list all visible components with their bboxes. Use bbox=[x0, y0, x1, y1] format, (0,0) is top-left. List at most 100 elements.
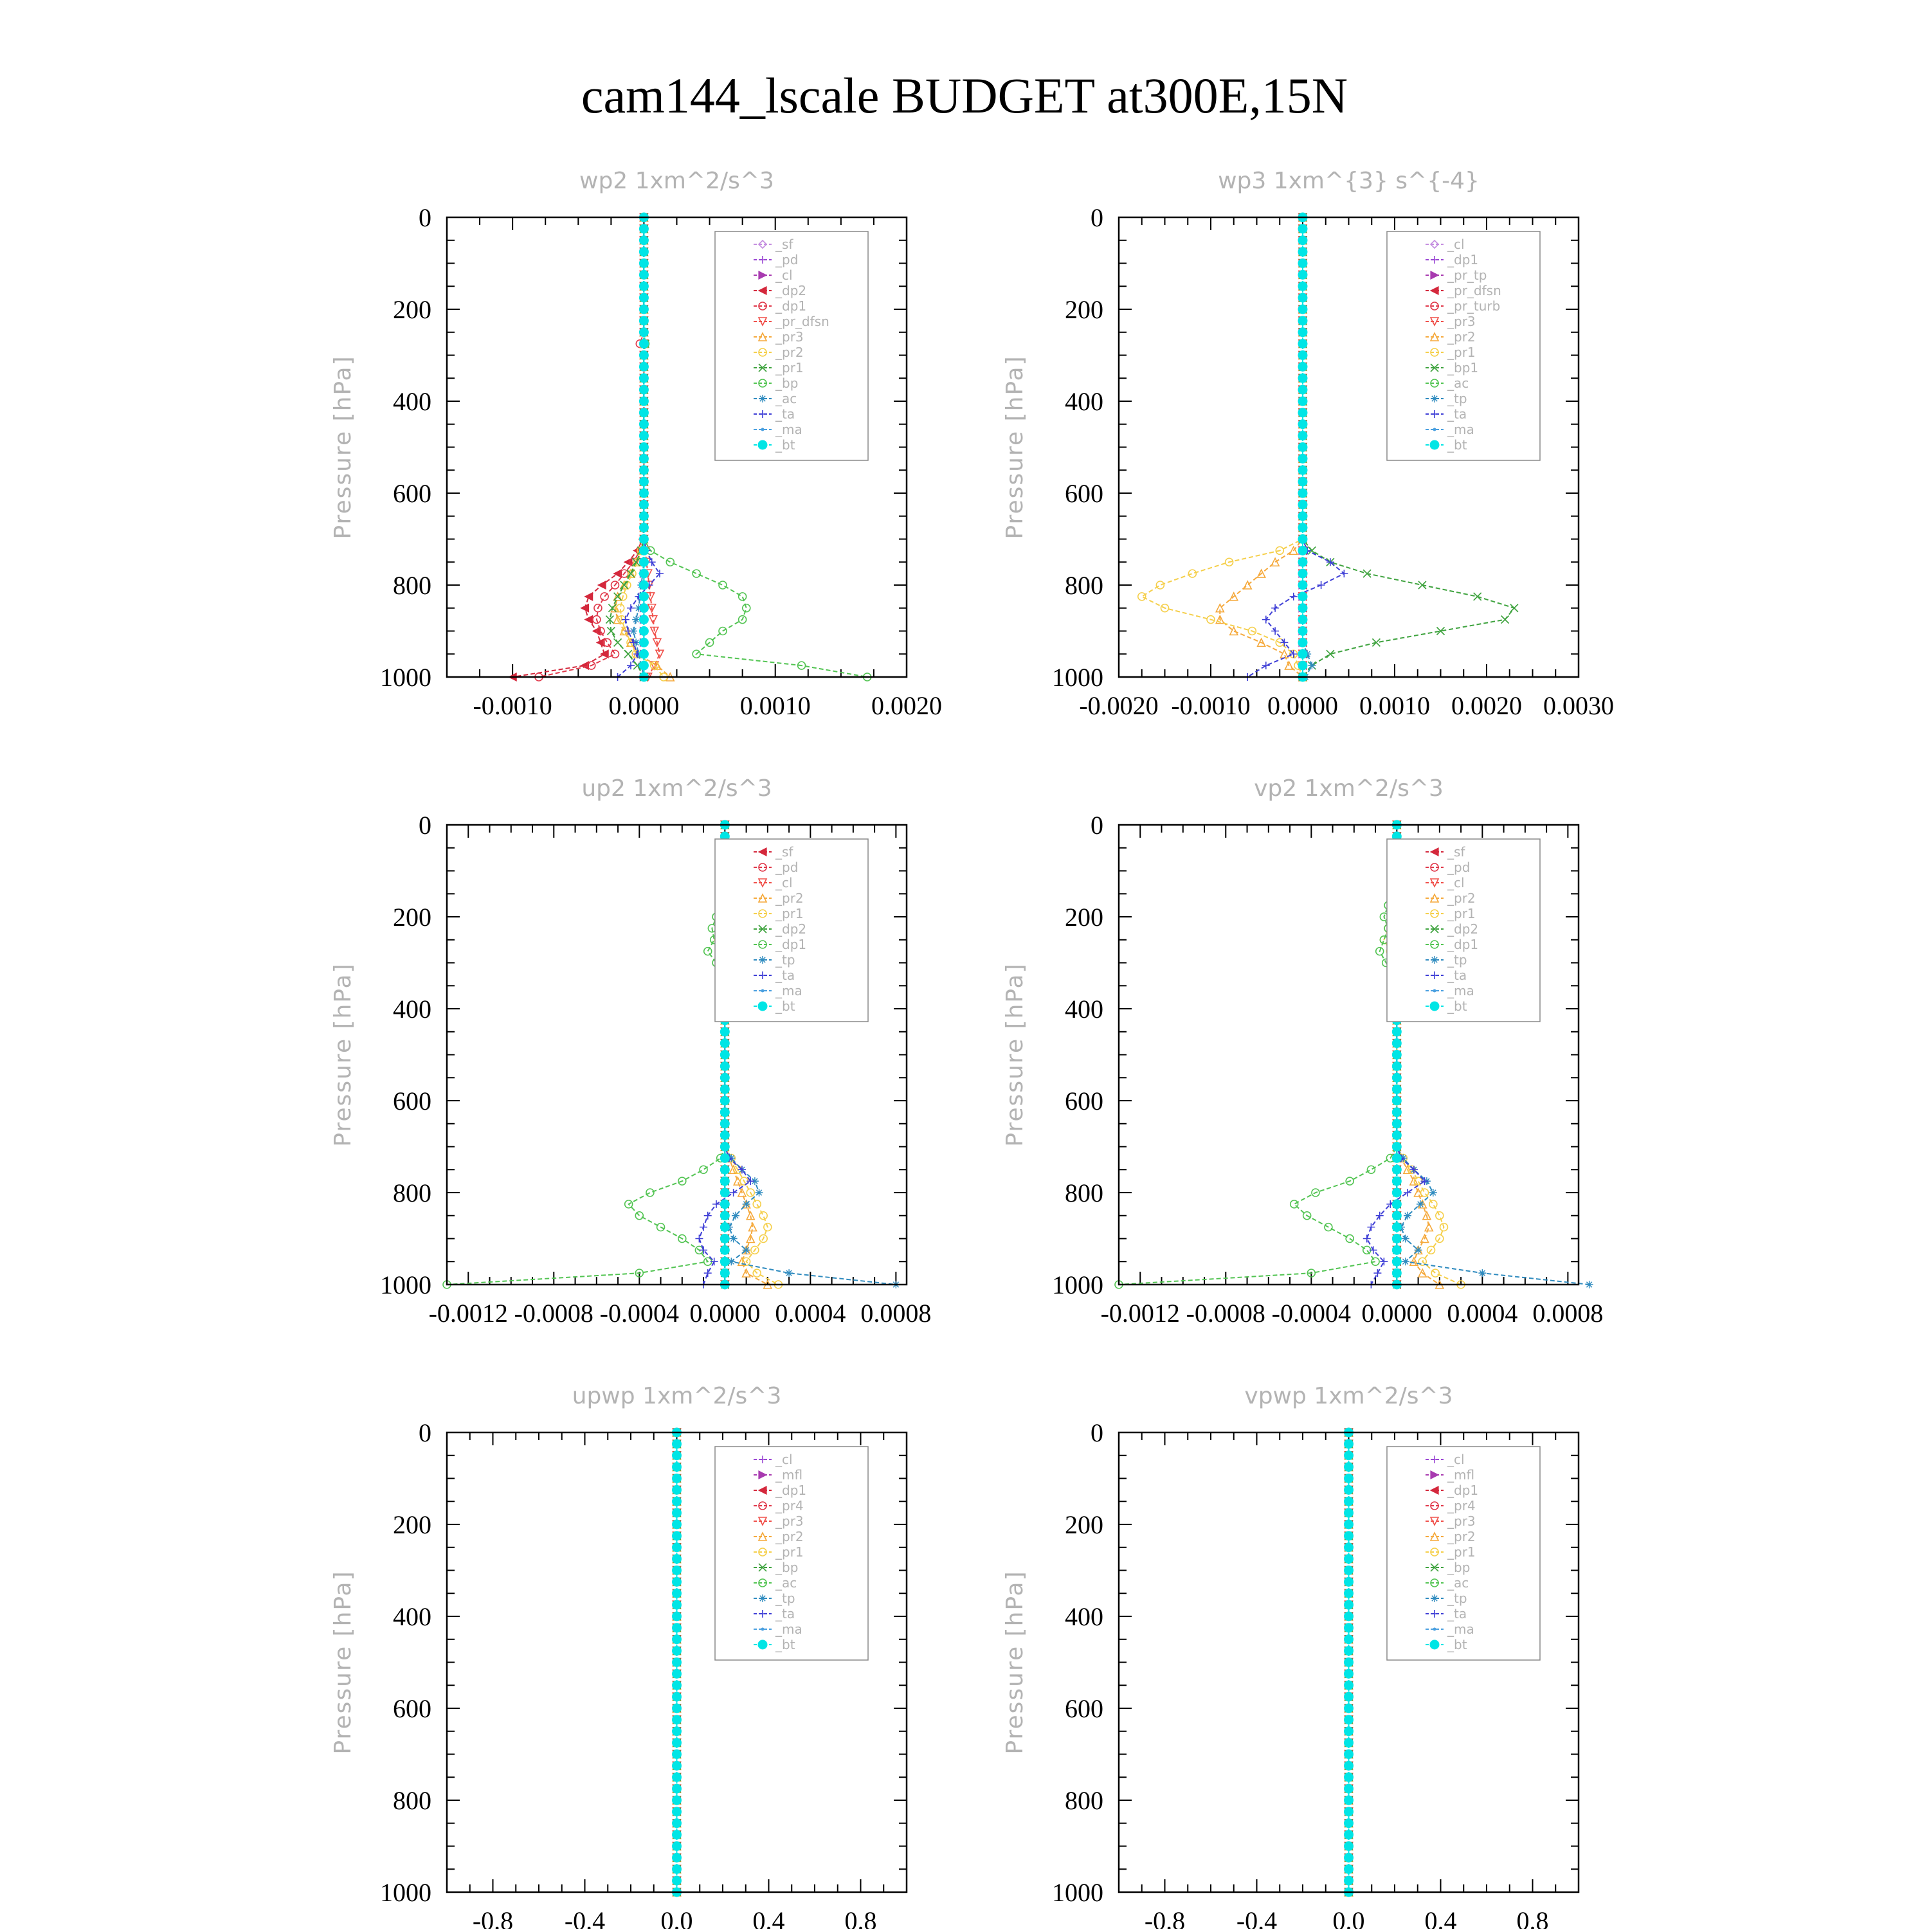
data-point bbox=[742, 1246, 750, 1254]
data-point bbox=[666, 557, 675, 567]
data-point bbox=[672, 1634, 682, 1645]
data-point bbox=[1391, 1234, 1402, 1243]
data-point bbox=[638, 350, 649, 360]
data-point bbox=[750, 1177, 759, 1186]
data-point bbox=[720, 1142, 730, 1151]
legend-marker bbox=[758, 1563, 767, 1572]
legend-label: _ta bbox=[775, 968, 795, 983]
legend-label: _pd bbox=[1447, 860, 1470, 875]
data-point bbox=[672, 1841, 682, 1851]
chart-panel: upwp 1xm^2/s^3 Pressure [hPa] 0 200 400 600 80… bbox=[330, 1383, 908, 1932]
data-point bbox=[613, 592, 622, 601]
data-point bbox=[638, 649, 649, 659]
data-point bbox=[1501, 615, 1510, 624]
legend-label: _ma bbox=[1447, 422, 1474, 437]
y-tick-label: 600 bbox=[393, 1694, 431, 1723]
legend-marker bbox=[1430, 379, 1439, 388]
data-point bbox=[720, 1234, 730, 1243]
data-point bbox=[1298, 224, 1308, 234]
series-line bbox=[538, 217, 645, 678]
data-point bbox=[1344, 1772, 1354, 1782]
data-point bbox=[1426, 1245, 1436, 1255]
data-point bbox=[1247, 626, 1257, 636]
data-point bbox=[1298, 626, 1308, 636]
legend-marker bbox=[758, 1470, 768, 1479]
data-point bbox=[1418, 581, 1427, 590]
legend-marker bbox=[758, 379, 767, 388]
y-tick-label: 200 bbox=[393, 903, 431, 932]
y-tick-label: 0 bbox=[419, 1418, 431, 1447]
data-point bbox=[624, 627, 632, 635]
data-point bbox=[672, 1715, 682, 1725]
data-point bbox=[1298, 316, 1308, 326]
legend-marker bbox=[1431, 1594, 1438, 1602]
data-point bbox=[1409, 1166, 1418, 1174]
legend-marker bbox=[758, 909, 767, 918]
data-point bbox=[1298, 269, 1308, 280]
data-point bbox=[1298, 637, 1308, 647]
data-point bbox=[584, 591, 593, 601]
data-point bbox=[1344, 1519, 1354, 1530]
y-axis-label: Pressure [hPa] bbox=[1002, 355, 1028, 539]
data-point bbox=[1289, 545, 1298, 555]
data-point bbox=[1401, 1234, 1409, 1243]
series-line bbox=[446, 825, 726, 1285]
legend: _sf_pd_cl_pr2_pr1_dp2_dp1_tp_ta_ma_bt bbox=[714, 838, 869, 1022]
legend-label: _cl bbox=[1447, 237, 1465, 252]
data-point bbox=[638, 580, 649, 590]
data-point bbox=[638, 247, 649, 257]
legend-label: _pr2 bbox=[1447, 329, 1476, 345]
data-point bbox=[621, 615, 629, 624]
data-point bbox=[672, 1749, 682, 1759]
data-point bbox=[638, 465, 649, 475]
data-point bbox=[624, 649, 633, 658]
data-point bbox=[610, 649, 620, 659]
legend-label: _sf bbox=[775, 237, 793, 252]
data-point bbox=[638, 660, 649, 671]
data-point bbox=[672, 1519, 682, 1530]
legend-marker bbox=[1431, 395, 1438, 402]
x-tick-label: 0.0000 bbox=[689, 1299, 760, 1328]
legend-marker bbox=[761, 989, 765, 993]
data-point bbox=[638, 316, 649, 326]
data-point bbox=[720, 1130, 730, 1141]
data-point bbox=[605, 615, 614, 624]
data-point bbox=[712, 1200, 721, 1208]
legend-label: _pr4 bbox=[1447, 1498, 1476, 1513]
legend-label: _bt bbox=[1447, 1637, 1467, 1652]
data-point bbox=[1375, 1211, 1384, 1220]
data-point bbox=[755, 1189, 763, 1196]
data-point bbox=[618, 592, 628, 601]
data-point bbox=[1435, 1211, 1444, 1220]
legend-marker bbox=[1430, 940, 1439, 949]
legend-label: _tp bbox=[775, 1591, 795, 1606]
data-point bbox=[672, 1864, 682, 1874]
data-point bbox=[720, 1256, 730, 1267]
legend-marker bbox=[757, 1486, 767, 1495]
y-tick-label: 400 bbox=[1065, 1602, 1103, 1631]
y-tick-label: 400 bbox=[393, 387, 431, 416]
y-tick-label: 200 bbox=[393, 295, 431, 324]
legend-label: _pd bbox=[775, 252, 798, 267]
data-point bbox=[638, 235, 649, 246]
data-point bbox=[672, 1657, 682, 1667]
data-point bbox=[737, 1256, 747, 1267]
data-point bbox=[737, 1187, 747, 1197]
legend-marker bbox=[1429, 1486, 1439, 1495]
data-point bbox=[738, 592, 747, 601]
y-tick-label: 600 bbox=[393, 479, 431, 508]
data-point bbox=[1307, 1268, 1316, 1277]
data-point bbox=[1344, 1508, 1354, 1518]
data-point bbox=[1344, 1807, 1354, 1817]
data-point bbox=[731, 1211, 739, 1220]
data-point bbox=[1224, 557, 1234, 567]
data-point bbox=[759, 1234, 768, 1243]
data-point bbox=[1298, 396, 1308, 406]
legend: _cl_mfl_dp1_pr4_pr3_pr2_pr1_bp_ac_tp_ta_… bbox=[1386, 1446, 1541, 1661]
data-point bbox=[1308, 662, 1316, 670]
data-point bbox=[1403, 1189, 1411, 1196]
legend-label: _dp2 bbox=[775, 921, 806, 937]
y-tick-label: 600 bbox=[1065, 1087, 1103, 1115]
data-point bbox=[1391, 1199, 1402, 1209]
